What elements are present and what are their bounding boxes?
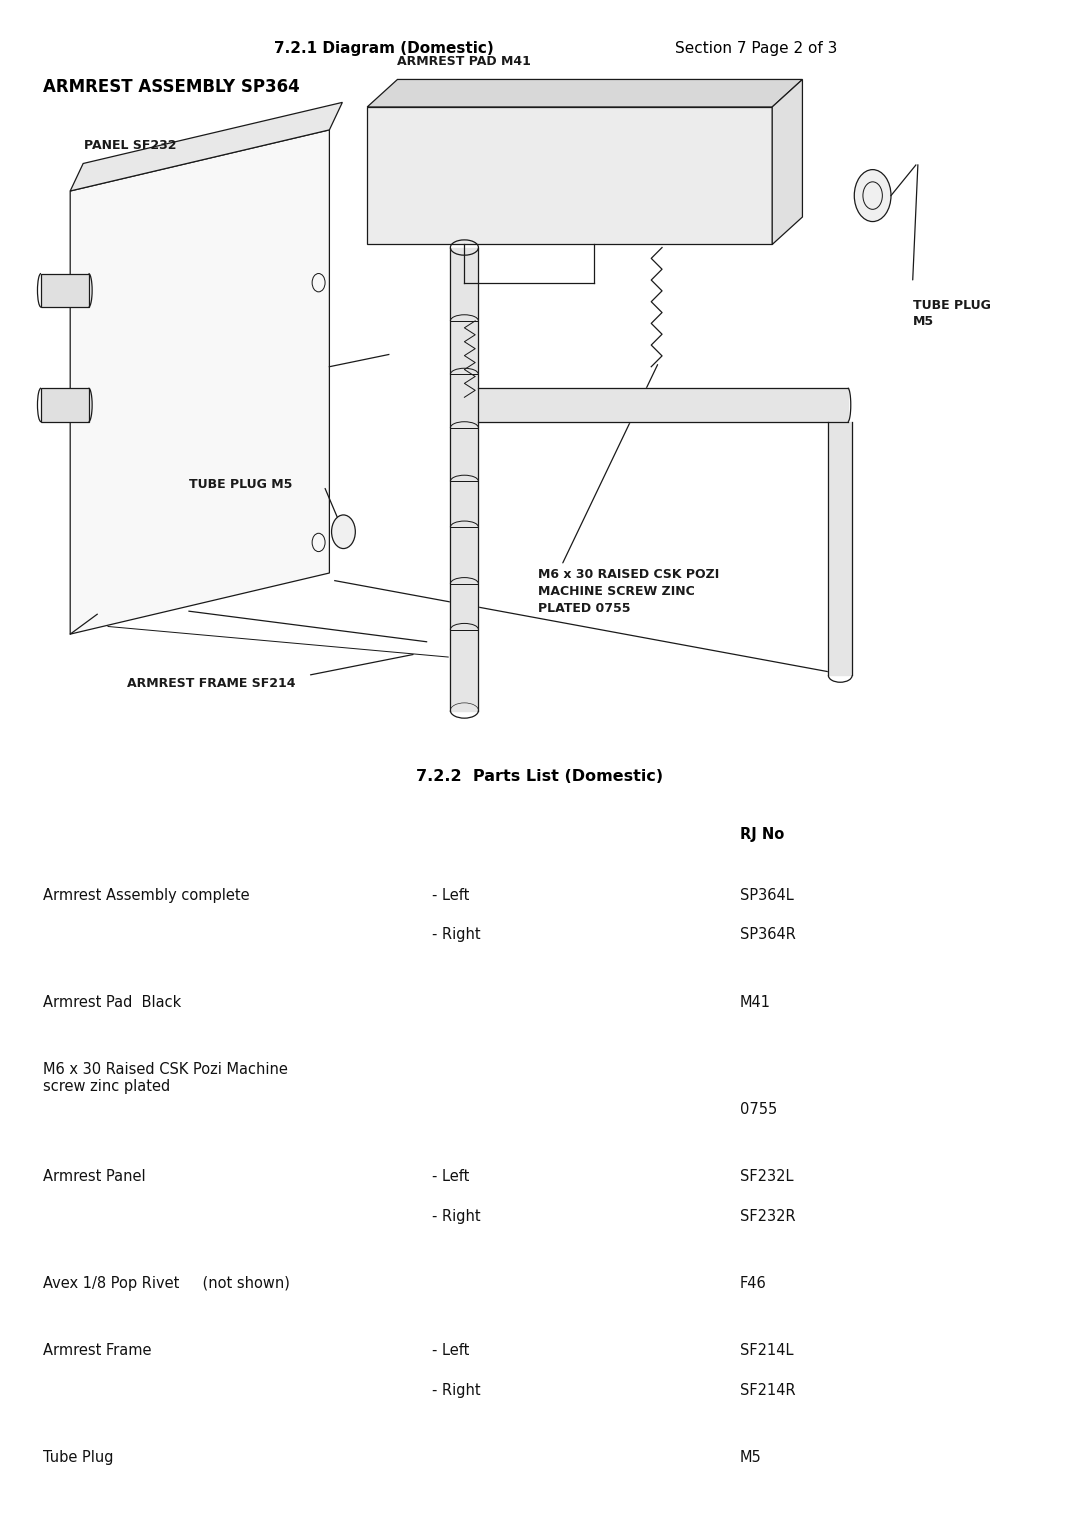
Bar: [41, 388, 89, 422]
Text: ARMREST ASSEMBLY SP364: ARMREST ASSEMBLY SP364: [43, 78, 300, 96]
Polygon shape: [772, 79, 802, 244]
Text: SF232R: SF232R: [740, 1209, 796, 1224]
Text: M6 x 30 Raised CSK Pozi Machine
screw zinc plated: M6 x 30 Raised CSK Pozi Machine screw zi…: [43, 1062, 288, 1094]
Text: PANEL SF232: PANEL SF232: [84, 139, 177, 151]
Text: - Left: - Left: [432, 888, 470, 903]
Text: TUBE PLUG
M5: TUBE PLUG M5: [913, 299, 990, 327]
Text: 0755: 0755: [740, 1102, 777, 1117]
Text: SF232L: SF232L: [740, 1169, 794, 1184]
Text: SF214L: SF214L: [740, 1343, 794, 1358]
Polygon shape: [367, 107, 772, 244]
Text: M6 x 30 RAISED CSK POZI
MACHINE SCREW ZINC
PLATED 0755: M6 x 30 RAISED CSK POZI MACHINE SCREW ZI…: [538, 568, 719, 616]
Text: Armrest Frame: Armrest Frame: [43, 1343, 151, 1358]
Text: Armrest Pad  Black: Armrest Pad Black: [43, 995, 181, 1010]
Text: Armrest Panel: Armrest Panel: [43, 1169, 146, 1184]
Text: M41: M41: [740, 995, 771, 1010]
Polygon shape: [70, 130, 329, 634]
Text: SP364R: SP364R: [740, 927, 796, 943]
Text: SF214R: SF214R: [740, 1383, 796, 1398]
Text: SP364L: SP364L: [740, 888, 794, 903]
Text: ARMREST FRAME SF214: ARMREST FRAME SF214: [127, 677, 296, 689]
Text: Section 7 Page 2 of 3: Section 7 Page 2 of 3: [675, 41, 837, 57]
Circle shape: [854, 170, 891, 222]
Text: - Left: - Left: [432, 1169, 470, 1184]
Circle shape: [332, 515, 355, 549]
Text: ARMREST PAD M41: ARMREST PAD M41: [397, 55, 531, 67]
Text: - Left: - Left: [432, 1343, 470, 1358]
Text: 7.2.2  Parts List (Domestic): 7.2.2 Parts List (Domestic): [417, 769, 663, 784]
Text: F46: F46: [740, 1276, 767, 1291]
Text: - Right: - Right: [432, 1383, 481, 1398]
Text: Tube Plug: Tube Plug: [43, 1450, 113, 1465]
Text: - Right: - Right: [432, 1209, 481, 1224]
Bar: [41, 274, 89, 307]
Polygon shape: [367, 79, 802, 107]
Text: TUBE PLUG M5: TUBE PLUG M5: [189, 478, 293, 490]
Text: Armrest Assembly complete: Armrest Assembly complete: [43, 888, 249, 903]
Text: M5: M5: [740, 1450, 761, 1465]
Text: Avex 1/8 Pop Rivet     (not shown): Avex 1/8 Pop Rivet (not shown): [43, 1276, 291, 1291]
Text: 7.2.1 Diagram (Domestic): 7.2.1 Diagram (Domestic): [273, 41, 494, 57]
Text: RJ No: RJ No: [740, 827, 784, 842]
Text: - Right: - Right: [432, 927, 481, 943]
Polygon shape: [70, 102, 342, 191]
